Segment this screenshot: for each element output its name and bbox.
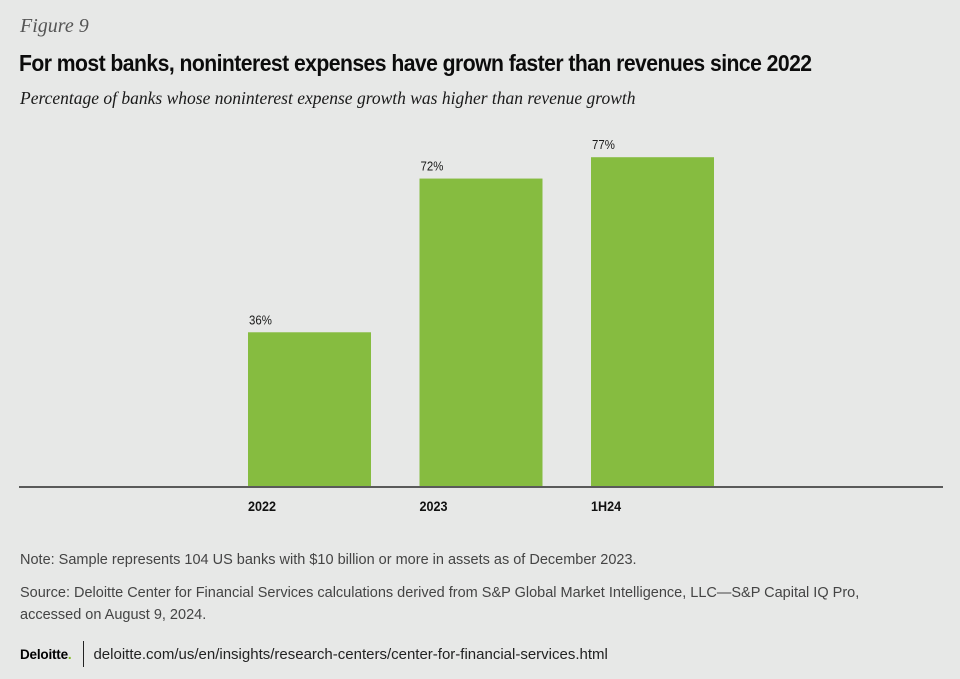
deloitte-logo: Deloitte. [20,646,72,662]
chart-title: For most banks, noninterest expenses hav… [19,50,812,76]
chart-source: Source: Deloitte Center for Financial Se… [20,585,860,623]
data-label-1h24: 77% [592,138,615,153]
chart-note: Note: Sample represents 104 US banks wit… [20,552,637,568]
data-labels-group: 36% 72% 77% [249,138,615,328]
data-label-2022: 36% [249,313,272,328]
footer-url-link[interactable]: deloitte.com/us/en/insights/research-cen… [93,645,608,663]
footer: Deloitte. deloitte.com/us/en/insights/re… [20,641,608,667]
x-tick-label-2023: 2023 [420,498,448,514]
bar-2022 [248,332,371,486]
x-tick-label-1h24: 1H24 [591,498,622,514]
footer-divider [83,641,85,667]
x-tick-label-2022: 2022 [248,498,276,514]
bar-2023 [419,178,543,486]
bar-chart: 36% 72% 77% 2022 2023 1H24 [19,138,943,514]
bar-1h24 [591,157,714,486]
bars-group [248,157,714,486]
x-tick-labels-group: 2022 2023 1H24 [248,498,622,514]
data-label-2023: 72% [421,159,444,174]
brand-dot: . [67,646,72,662]
figure-label: Figure 9 [20,15,89,37]
chart-subtitle: Percentage of banks whose noninterest ex… [20,88,636,108]
brand-name: Deloitte [20,646,68,662]
